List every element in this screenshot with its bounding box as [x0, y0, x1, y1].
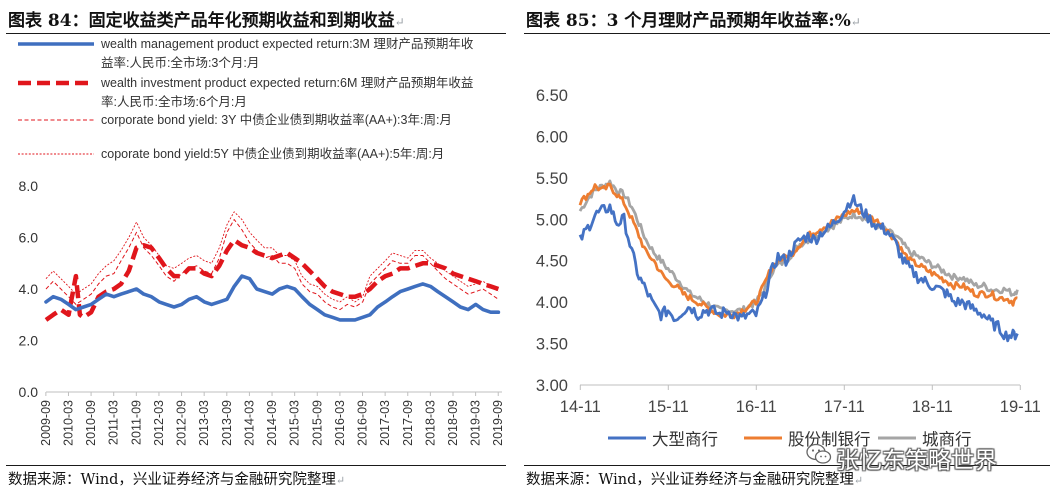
return-mark: ↵	[394, 15, 405, 29]
right-source-rule	[524, 465, 1050, 466]
x-tick-label: 2019-09	[491, 400, 505, 446]
series-line-大型商行	[578, 194, 1019, 343]
return-mark: ↵	[335, 474, 346, 487]
x-tick-label: 2012-03	[152, 400, 166, 446]
series-line-3	[45, 219, 499, 311]
series-line-4	[45, 211, 499, 303]
right-panel: 图表 85：3 个月理财产品预期年收益率:%↵ 3.00 3.50 4.00 4.50…	[520, 0, 1056, 502]
return-mark: ↵	[853, 474, 864, 487]
x-tick-label: 2012-09	[175, 400, 189, 446]
legend-label: corporate bond yield: 3Y 中债企业债到期收益率(AA+)…	[101, 112, 452, 127]
x-tick-label: 2016-03	[333, 400, 347, 446]
y-tick-label: 4.50	[536, 253, 568, 271]
x-tick-label: 2011-03	[107, 400, 121, 445]
left-title-rule	[6, 33, 506, 34]
legend-label: 大型商行	[652, 430, 718, 449]
x-tick-label: 2018-03	[423, 400, 437, 446]
x-tick-label: 2013-09	[220, 400, 234, 446]
x-tick-label: 2013-03	[197, 400, 211, 446]
x-tick-label: 2016-09	[356, 400, 370, 446]
x-tick-label: 19-11	[1000, 398, 1041, 416]
left-panel: 图表 84：固定收益类产品年化预期收益和到期收益↵ 0.0 2.0 4.0 6.0 8.…	[0, 0, 520, 502]
y-tick-label: 5.00	[536, 211, 568, 229]
right-source-note: 数据来源：Wind，兴业证券经济与金融研究院整理↵	[526, 472, 864, 488]
x-tick-label: 2018-09	[446, 400, 460, 446]
left-chart: 0.0 2.0 4.0 6.0 8.0 2009-09 2010-03 2010-09 2011…	[18, 37, 505, 446]
x-tick-label: 2011-09	[129, 400, 143, 445]
y-tick-label: 5.50	[536, 170, 568, 188]
series-line-股份制银行	[578, 182, 1018, 320]
left-chart-title: 图表 84：固定收益类产品年化预期收益和到期收益↵	[8, 11, 405, 31]
legend-label: 股份制银行	[788, 430, 871, 449]
x-tick-label: 14-11	[560, 398, 601, 416]
series-line-1	[44, 274, 501, 322]
watermark-text: 张忆东策略世界	[836, 448, 997, 474]
x-tick-label: 2014-09	[265, 400, 279, 446]
y-tick-label: 4.0	[19, 281, 39, 297]
y-tick-label: 6.50	[536, 87, 568, 105]
x-tick-label: 16-11	[736, 398, 777, 416]
y-tick-label: 0.0	[19, 384, 39, 400]
x-tick-label: 18-11	[912, 398, 953, 416]
x-tick-label: 2010-09	[84, 400, 98, 446]
y-tick-label: 2.0	[19, 333, 39, 349]
x-tick-label: 2017-03	[378, 400, 392, 446]
x-tick-label: 2010-03	[61, 400, 75, 446]
y-tick-label: 3.00	[536, 377, 568, 395]
x-tick-label: 2019-03	[469, 400, 483, 446]
series-line-2	[44, 237, 500, 322]
x-tick-label: 2015-03	[288, 400, 302, 446]
legend-label: 城商行	[922, 430, 972, 449]
return-mark: ↵	[850, 15, 861, 29]
left-source-note: 数据来源：Wind，兴业证券经济与金融研究院整理↵	[8, 472, 346, 488]
x-tick-label: 15-11	[648, 398, 689, 416]
series-line-城商行	[578, 179, 1019, 315]
legend-label: coporate bond yield:5Y 中债企业债到期收益率(AA+):5…	[101, 146, 444, 161]
legend-label: wealth investment product expected retur…	[100, 76, 473, 90]
legend-label: 率:人民币:全市场:6个月:月	[101, 94, 247, 109]
x-tick-label: 17-11	[824, 398, 865, 416]
x-tick-label: 2014-03	[242, 400, 256, 446]
right-title-rule	[524, 33, 1050, 34]
left-source-rule	[6, 465, 506, 466]
right-chart-title: 图表 85：3 个月理财产品预期年收益率:%↵	[526, 11, 861, 31]
wechat-icon	[806, 443, 832, 464]
legend-label: wealth management product expected retur…	[100, 37, 474, 51]
x-tick-label: 2009-09	[39, 400, 53, 446]
x-tick-label: 2015-09	[310, 400, 324, 446]
y-tick-label: 8.0	[19, 178, 39, 194]
right-chart: 3.00 3.50 4.00 4.50 5.00 5.50 6.00 6.50 14-11 15-…	[536, 87, 1041, 449]
x-tick-label: 2017-09	[401, 400, 415, 446]
y-tick-label: 4.00	[536, 294, 568, 312]
legend-label: 益率:人民币:全市场:3个月:月	[101, 55, 259, 70]
y-tick-label: 6.00	[536, 128, 568, 146]
y-tick-label: 3.50	[536, 336, 568, 354]
y-tick-label: 6.0	[19, 230, 39, 246]
